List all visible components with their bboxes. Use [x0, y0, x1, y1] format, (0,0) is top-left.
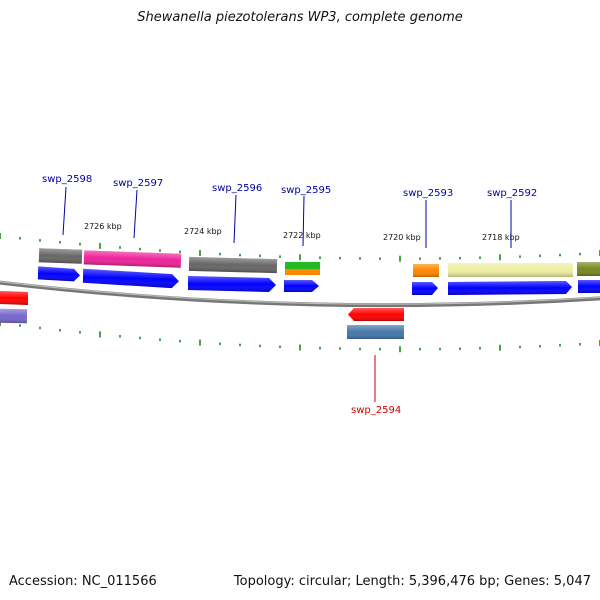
gene-leaders: [62, 186, 512, 402]
cog-feature-bar: [285, 269, 320, 275]
genome-backbone: [0, 280, 600, 308]
position-label: 2726 kbp: [84, 222, 122, 231]
position-label: 2724 kbp: [184, 227, 222, 236]
map-title: Shewanella piezotolerans WP3, complete g…: [137, 10, 463, 25]
accession-text: Accession: NC_011566: [9, 574, 157, 589]
gene-label: swp_2595: [281, 185, 331, 196]
tick-ring-inner: [0, 320, 600, 353]
cds-track-forward: [37, 266, 600, 295]
gene-label: swp_2594: [351, 405, 401, 416]
cog-feature-track-forward: [38, 248, 600, 277]
position-label: 2718 kbp: [482, 233, 520, 242]
tick-ring-outer: [0, 233, 600, 262]
gene-label: swp_2598: [42, 174, 92, 185]
cog-feature-bar: [285, 262, 320, 269]
cds-track-reverse: [0, 291, 404, 321]
genome-backbone-highlight: [0, 280, 600, 305]
gene-label: swp_2592: [487, 188, 537, 199]
cog-feature-track-reverse: [0, 308, 404, 339]
gene-label: swp_2596: [212, 183, 262, 194]
position-label: 2722 kbp: [283, 231, 321, 240]
position-label: 2720 kbp: [383, 233, 421, 242]
gene-label: swp_2593: [403, 188, 453, 199]
gene-labels: swp_2598 swp_2597 swp_2596 swp_2595 swp_…: [42, 174, 537, 416]
position-labels: 2726 kbp 2724 kbp 2722 kbp 2720 kbp 2718…: [84, 222, 520, 242]
genome-summary-text: Topology: circular; Length: 5,396,476 bp…: [233, 574, 591, 589]
gene-label: swp_2597: [113, 178, 163, 189]
